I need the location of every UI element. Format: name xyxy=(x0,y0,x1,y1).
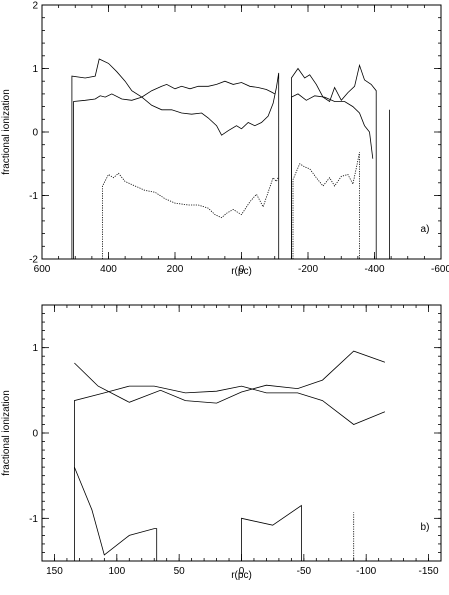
x-axis-title: r(pc) xyxy=(231,266,252,277)
y-tick-label: 1 xyxy=(32,64,38,75)
y-axis-title: fractional ionization xyxy=(1,390,12,476)
y-tick-label: 1 xyxy=(32,343,38,354)
series-line-2 xyxy=(74,350,386,404)
series-line-5 xyxy=(102,172,279,259)
x-tick-label: -100 xyxy=(356,566,376,577)
x-tick-label: 400 xyxy=(100,264,117,275)
x-tick-label: -150 xyxy=(419,566,439,577)
x-tick-label: 100 xyxy=(108,566,125,577)
y-axis-title: fractional ionization xyxy=(1,89,12,175)
series-line-6 xyxy=(292,152,360,259)
y-tick-label: 0 xyxy=(32,429,38,440)
series-line-3 xyxy=(74,466,158,561)
y-tick-label: -2 xyxy=(29,255,38,266)
y-tick-label: -1 xyxy=(29,191,38,202)
y-tick-label: -1 xyxy=(29,514,38,525)
series-line-2 xyxy=(73,80,275,259)
x-tick-label: -200 xyxy=(298,264,318,275)
panel-a: 600 400 200 0 -200 -400 -600 -2 -1 0 1 2 r(pc) fracti… xyxy=(1,1,449,278)
series-line-1 xyxy=(74,385,386,561)
series-line-3 xyxy=(290,63,377,259)
x-tick-label: 0 xyxy=(239,264,245,275)
series-line-1 xyxy=(71,58,280,259)
x-tick-label: 200 xyxy=(167,264,184,275)
panel-b: 150 100 50 0 -50 -100 -150 -1 0 1 r(pc) fractional … xyxy=(1,304,442,581)
x-tick-label: -600 xyxy=(431,264,449,275)
y-tick-label: 0 xyxy=(32,128,38,139)
x-tick-label: 0 xyxy=(239,566,245,577)
panel-label: b) xyxy=(421,522,430,533)
x-axis-title: r(pc) xyxy=(231,570,252,581)
panel-label: a) xyxy=(421,224,430,235)
y-tick-label: 2 xyxy=(32,1,38,12)
x-tick-label: 50 xyxy=(174,566,186,577)
plot-frame xyxy=(41,4,442,260)
series-line-4 xyxy=(290,93,374,259)
series-line-4 xyxy=(241,504,302,561)
x-tick-label: 600 xyxy=(34,264,51,275)
x-tick-label: -400 xyxy=(364,264,384,275)
x-tick-label: 150 xyxy=(46,566,63,577)
x-tick-label: -50 xyxy=(297,566,312,577)
